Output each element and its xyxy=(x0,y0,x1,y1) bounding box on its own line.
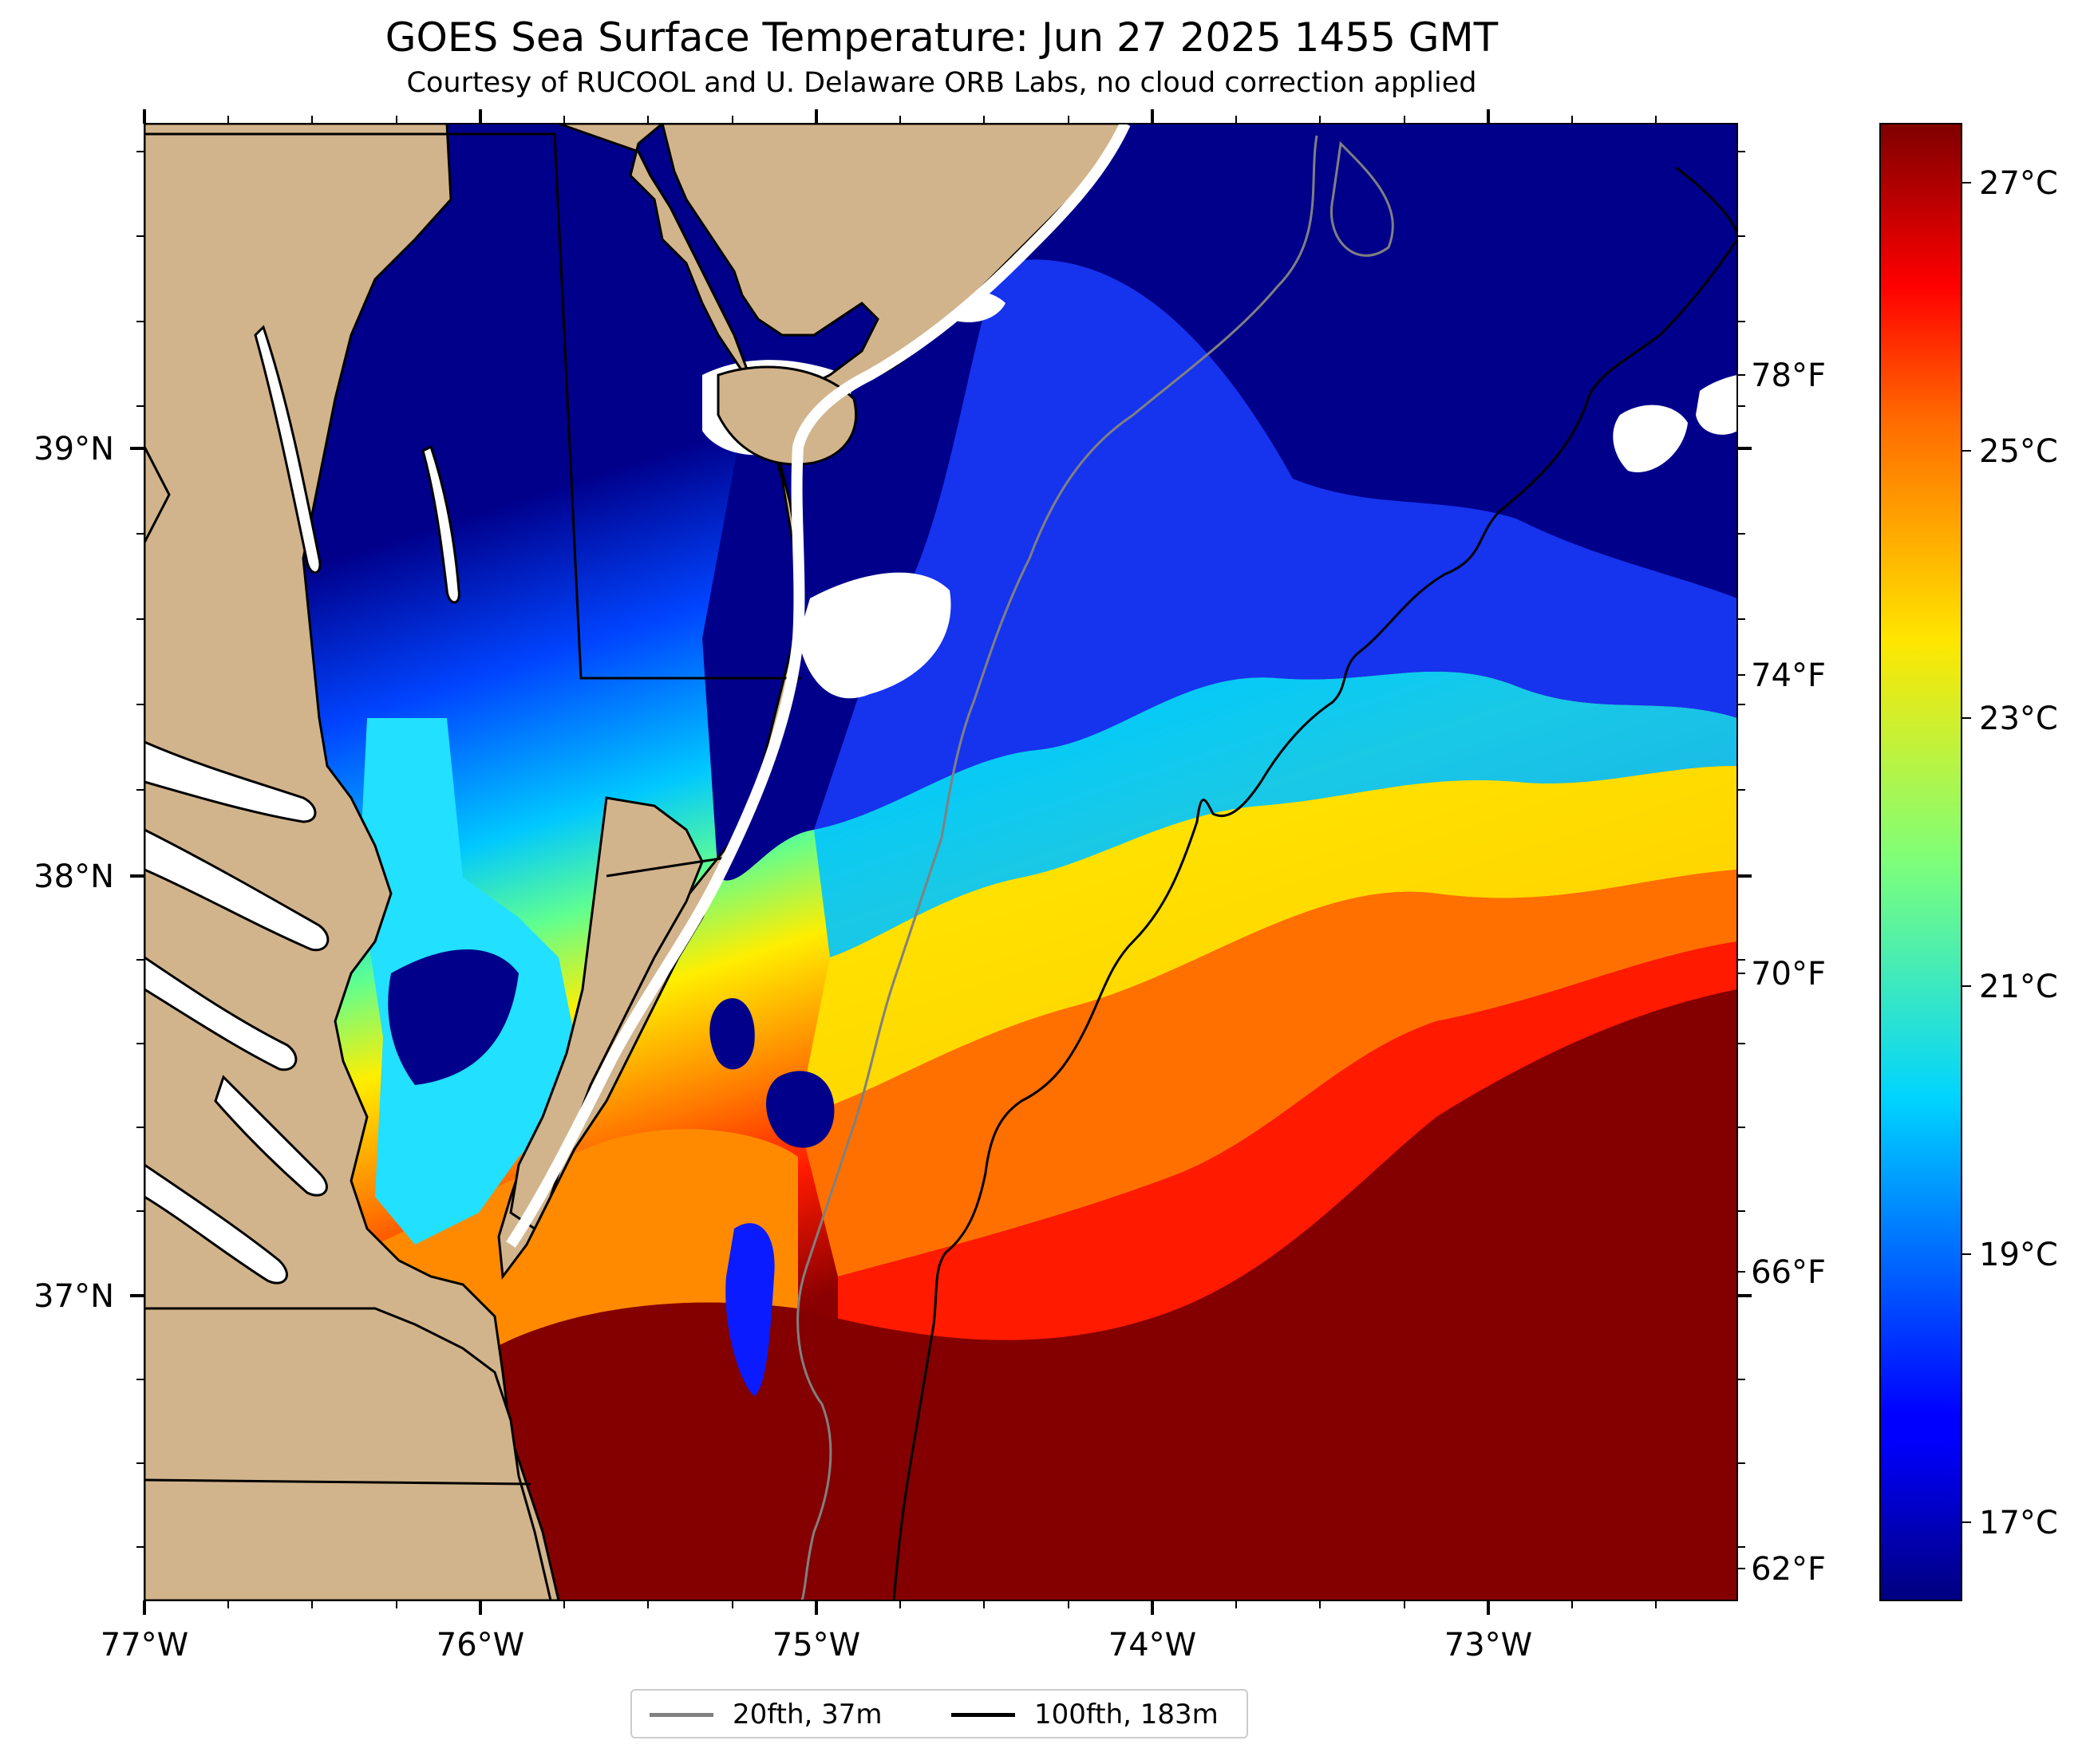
cloud-patch-1 xyxy=(798,572,951,699)
celsius-tick-label: 17°C xyxy=(1979,1505,2058,1541)
y-tick-label: 37°N xyxy=(34,1278,114,1315)
bay-cold-water xyxy=(388,949,519,1085)
colorbar-ticks xyxy=(1962,182,1971,1523)
map-title: GOES Sea Surface Temperature: Jun 27 202… xyxy=(385,14,1499,61)
legend-swatch-black xyxy=(951,1712,1015,1717)
gulf-stream-core xyxy=(479,989,1737,1600)
map-frame xyxy=(144,123,1738,1601)
x-tick-label: 74°W xyxy=(1108,1627,1196,1663)
cool-water-band xyxy=(814,259,1737,830)
x-tick-label: 76°W xyxy=(437,1627,524,1663)
nearshore-warm-patch xyxy=(375,1129,798,1356)
cold-eddy-3 xyxy=(725,1223,775,1396)
legend-swatch-gray xyxy=(650,1712,713,1717)
isobath-20fth-detail xyxy=(1330,140,1394,257)
isobath-legend: 20fth, 37m 100fth, 183m xyxy=(630,1689,1248,1738)
x-axis-minor-ticks xyxy=(227,116,1657,1608)
celsius-tick-label: 25°C xyxy=(1979,433,2058,470)
land xyxy=(144,124,1127,1600)
y-axis-minor-ticks xyxy=(136,151,1745,1548)
celsius-tick-label: 23°C xyxy=(1979,700,2058,737)
map-panel xyxy=(144,124,1737,1600)
x-tick-label: 75°W xyxy=(772,1627,860,1663)
isobath-20fth xyxy=(796,135,1318,1600)
fahrenheit-tick-label: 70°F xyxy=(1751,956,1826,992)
coastline-buffer xyxy=(506,124,1131,1248)
fahrenheit-tick-label: 78°F xyxy=(1751,357,1826,394)
fahrenheit-tick-label: 66°F xyxy=(1751,1254,1826,1291)
legend-label: 20fth, 37m xyxy=(733,1699,883,1730)
celsius-tick-label: 27°C xyxy=(1979,165,2058,202)
x-tick-label: 77°W xyxy=(101,1627,188,1663)
land-virginia-beach xyxy=(144,1307,552,1600)
fahrenheit-ticks xyxy=(1737,374,1745,1569)
y-tick-label: 39°N xyxy=(34,431,114,468)
land-cape-may xyxy=(717,365,858,466)
cloud-patch-3 xyxy=(1696,375,1737,435)
x-axis-ticks xyxy=(143,109,1490,1615)
legend-label: 100fth, 183m xyxy=(1034,1699,1219,1730)
isobath-100fth xyxy=(892,166,1737,1600)
warm-water-band xyxy=(798,870,1737,1277)
y-tick-label: 38°N xyxy=(34,858,114,895)
legend-item-100fth: 100fth, 183m xyxy=(951,1699,1219,1730)
bay-inlets xyxy=(144,325,460,1285)
colorbar xyxy=(1879,123,1962,1601)
state-boundaries xyxy=(144,132,802,1486)
map-subtitle: Courtesy of RUCOOL and U. Delaware ORB L… xyxy=(406,67,1477,99)
cloud-patch-2 xyxy=(1613,404,1688,472)
fahrenheit-tick-label: 62°F xyxy=(1751,1551,1826,1588)
hot-water-band xyxy=(838,941,1737,1372)
mild-water-band xyxy=(814,671,1737,957)
cold-eddy-2 xyxy=(766,1071,835,1148)
x-tick-label: 73°W xyxy=(1444,1627,1532,1663)
cold-eddy-1 xyxy=(709,998,755,1070)
celsius-tick-label: 19°C xyxy=(1979,1237,2058,1273)
y-axis-ticks xyxy=(130,447,1752,1297)
celsius-tick-label: 21°C xyxy=(1979,969,2058,1005)
fahrenheit-tick-label: 74°F xyxy=(1751,657,1826,694)
legend-item-20fth: 20fth, 37m xyxy=(650,1699,883,1730)
warm-transition-band xyxy=(798,766,1737,1117)
